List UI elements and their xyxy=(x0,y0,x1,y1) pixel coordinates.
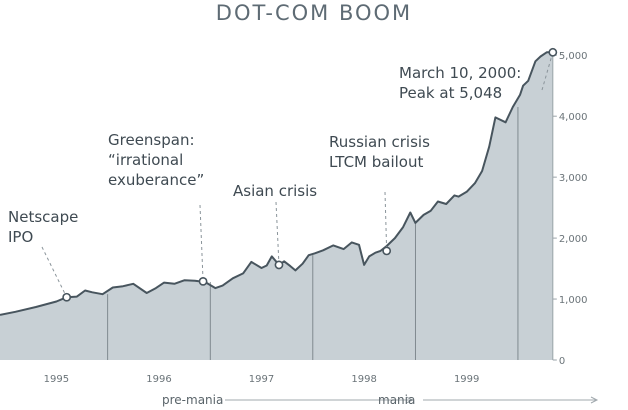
annotation-line: Asian crisis xyxy=(233,182,317,200)
annotation-marker xyxy=(382,246,392,256)
annotation-line: “irrational xyxy=(108,151,183,169)
axes: 0 1,000 2,000 3,000 4,000 5,000 1995 1996 1997 19… xyxy=(44,51,588,385)
phase-1: mania xyxy=(378,393,599,407)
annotation-text: Asian crisis xyxy=(233,182,317,200)
annotation-line: exuberance” xyxy=(108,171,204,189)
annotation-line: Peak at 5,048 xyxy=(399,84,502,102)
x-tick-label: 1999 xyxy=(454,374,479,385)
annotation-line: Greenspan: xyxy=(108,131,195,149)
phase-arrow-head xyxy=(590,396,599,404)
annotation-text: Greenspan: “irrational exuberance” xyxy=(108,131,204,189)
area-fill xyxy=(0,52,553,361)
annotation-1: Greenspan: “irrational exuberance” xyxy=(108,131,208,286)
y-tick-label: 1,000 xyxy=(559,295,588,306)
annotation-line: Netscape xyxy=(8,208,78,226)
annotation-line: Russian crisis xyxy=(329,133,430,151)
phase-bar: pre-mania mania xyxy=(162,393,599,407)
annotation-leader xyxy=(384,191,388,251)
annotations: Netscape IPO Greenspan: “irrational exuberan… xyxy=(8,47,558,302)
plot-area xyxy=(0,51,553,361)
annotation-text: Netscape IPO xyxy=(8,208,78,246)
phase-arrow-head xyxy=(406,396,414,404)
y-tick-label: 0 xyxy=(559,356,565,367)
x-tick-label: 1996 xyxy=(146,374,171,385)
y-tick-label: 2,000 xyxy=(559,234,588,245)
annotation-3: Russian crisis LTCM bailout xyxy=(329,133,430,256)
phase-label: mania xyxy=(378,393,415,407)
series-line xyxy=(0,51,553,316)
y-tick-label: 5,000 xyxy=(559,51,588,62)
annotation-0: Netscape IPO xyxy=(8,208,78,302)
annotation-marker xyxy=(274,260,284,270)
x-tick-label: 1995 xyxy=(44,374,69,385)
annotation-text: Russian crisis LTCM bailout xyxy=(329,133,430,171)
y-tick-label: 3,000 xyxy=(559,173,588,184)
annotation-text: March 10, 2000: Peak at 5,048 xyxy=(399,64,521,102)
annotation-marker xyxy=(548,47,558,57)
x-tick-label: 1997 xyxy=(249,374,274,385)
annotation-leader xyxy=(41,246,68,298)
phase-0: pre-mania xyxy=(162,393,414,407)
annotation-marker xyxy=(62,292,72,302)
annotation-line: IPO xyxy=(8,228,33,246)
annotation-leader xyxy=(199,204,204,282)
annotation-line: March 10, 2000: xyxy=(399,64,521,82)
chart-title: DOT-COM BOOM xyxy=(216,1,412,25)
annotation-4: March 10, 2000: Peak at 5,048 xyxy=(399,47,558,102)
annotation-leader xyxy=(275,201,280,265)
y-tick-label: 4,000 xyxy=(559,112,588,123)
annotation-leader xyxy=(541,52,554,91)
phase-label: pre-mania xyxy=(162,393,223,407)
annotation-2: Asian crisis xyxy=(233,182,317,270)
annotation-line: LTCM bailout xyxy=(329,153,423,171)
x-tick-label: 1998 xyxy=(351,374,376,385)
annotation-marker xyxy=(198,276,208,286)
